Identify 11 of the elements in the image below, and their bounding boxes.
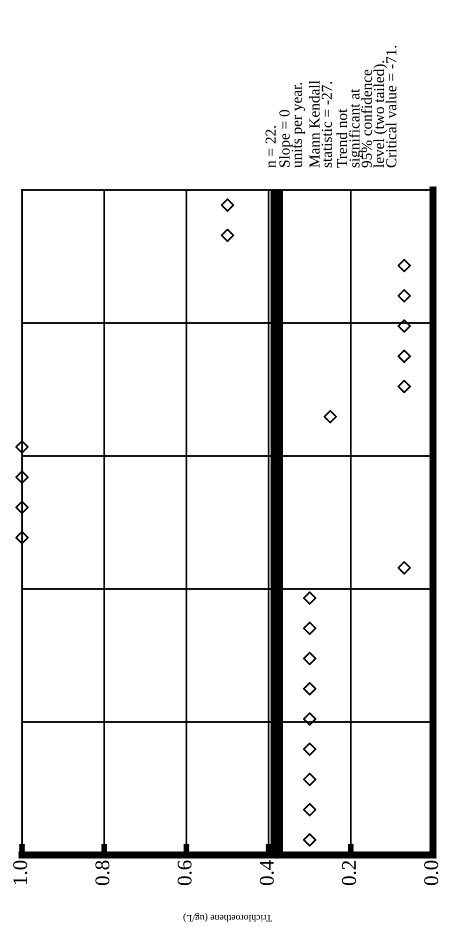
text: Trend not significant at 95% confidence level (two tailed). Critical value = -71. [336,46,397,168]
x-tick-label: 0.6 [178,860,192,886]
x-tick-label: 0.0 [424,860,438,886]
text: Mann Kendall statistic = -27. [308,80,332,168]
x-axis-title: Trichloroethene (ug/L) [183,912,272,922]
x-tick-label: 0.8 [95,860,110,886]
text: n = 22. [266,126,276,168]
x-tick-label: 0.2 [342,861,356,886]
x-tick-label: 0.4 [260,860,274,886]
text: Slope = 0 units per year. [278,82,306,168]
x-tick-label: 1.0 [13,860,28,884]
